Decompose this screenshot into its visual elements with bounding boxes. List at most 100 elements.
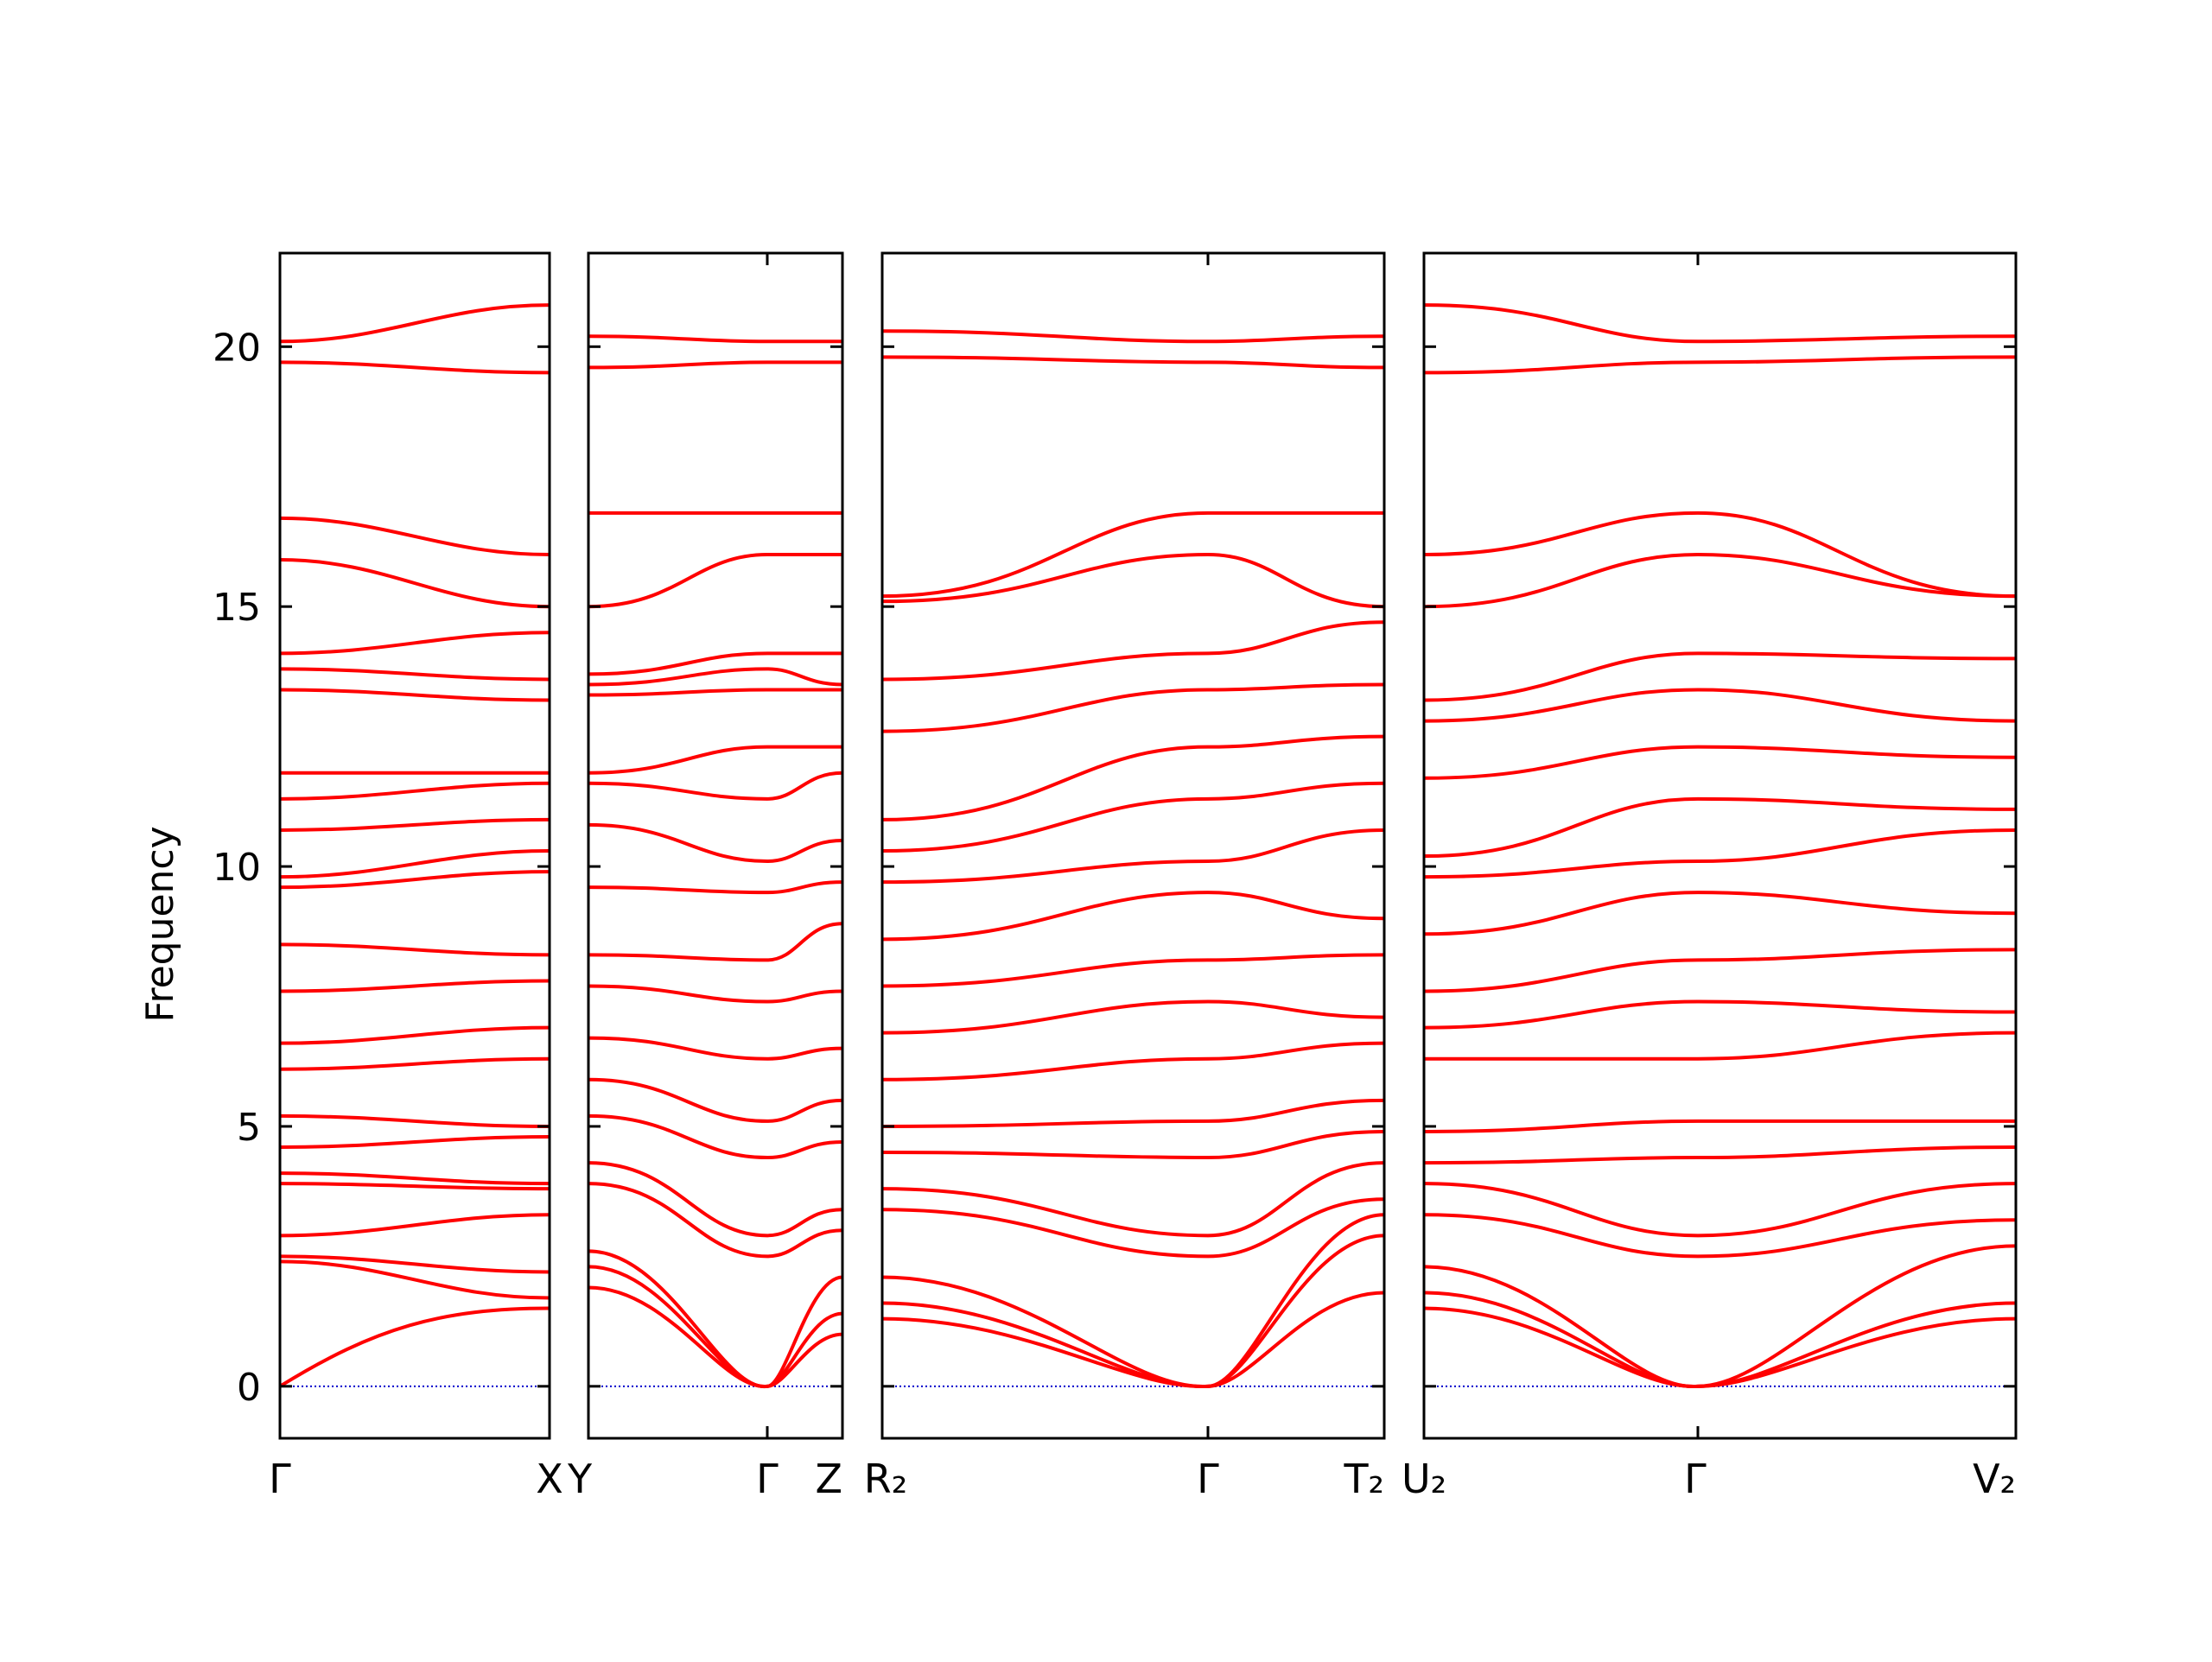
band-line [1424, 891, 2016, 936]
band-line [1424, 828, 2016, 879]
x-tick-label: R₂ [864, 1456, 907, 1502]
band-line [1424, 303, 2016, 344]
band-line [588, 745, 842, 775]
band-line [1424, 688, 2016, 723]
band-line [588, 1265, 842, 1388]
band-line [280, 1056, 550, 1071]
band-line [588, 1036, 842, 1061]
band-line [588, 1077, 842, 1123]
band-line [882, 553, 1384, 609]
band-line [1424, 745, 2016, 780]
band-line [280, 1254, 550, 1274]
band-line [280, 1306, 550, 1388]
band-line [882, 1161, 1384, 1238]
band-line [588, 1285, 842, 1388]
band-line [882, 1213, 1384, 1388]
bands-layer [280, 303, 2016, 1388]
band-line [588, 553, 842, 609]
band-line [280, 817, 550, 832]
y-tick-label: 10 [213, 846, 261, 890]
band-line [1424, 1213, 2016, 1259]
band-line [588, 822, 842, 864]
band-line [882, 1098, 1384, 1128]
band-line [882, 1129, 1384, 1160]
band-line [1424, 1145, 2016, 1165]
band-line [882, 953, 1384, 988]
y-axis-label: Frequency [138, 826, 182, 1022]
panel-1-bands [280, 303, 550, 1388]
band-line [1424, 651, 2016, 702]
band-line [1424, 355, 2016, 375]
band-line [588, 360, 842, 370]
x-tick-label: Y [567, 1456, 593, 1502]
band-line [588, 771, 842, 801]
band-line [588, 1161, 842, 1238]
band-line [588, 1249, 842, 1388]
band-line [280, 1171, 550, 1186]
band-line [588, 880, 842, 895]
band-line [882, 781, 1384, 853]
band-line [1424, 1244, 2016, 1388]
band-line [280, 1025, 550, 1045]
band-line [1424, 948, 2016, 993]
band-line [882, 355, 1384, 370]
band-line [882, 682, 1384, 733]
band-line [882, 734, 1384, 821]
band-line [882, 1234, 1384, 1388]
band-line [280, 360, 550, 375]
band-line [882, 828, 1384, 885]
band-line [1424, 1119, 2016, 1133]
band-line [1424, 1306, 2016, 1388]
band-line [280, 558, 550, 609]
x-tick-label: V₂ [1973, 1456, 2016, 1502]
panel-2-frame [587, 251, 844, 1440]
x-tick-label: T₂ [1343, 1456, 1384, 1502]
band-line [280, 516, 550, 557]
band-line [280, 781, 550, 801]
band-line [280, 303, 550, 344]
band-line [280, 1113, 550, 1128]
panel-4-bands [1424, 303, 2016, 1388]
band-line [882, 620, 1384, 682]
band-line [280, 1259, 550, 1300]
y-tick-label: 0 [237, 1366, 261, 1410]
band-line [1424, 796, 2016, 859]
band-line [588, 334, 842, 344]
band-line [882, 891, 1384, 942]
panel-1-frame [278, 251, 551, 1440]
band-line [588, 688, 842, 697]
band-line [882, 999, 1384, 1035]
band-line [1424, 511, 2016, 599]
y-tick-label: 15 [213, 586, 261, 630]
panel-3-frame [880, 251, 1386, 1440]
band-line [280, 667, 550, 682]
band-line [1424, 999, 2016, 1030]
band-line [280, 1182, 550, 1191]
y-tick-label: 20 [213, 326, 261, 370]
band-line [280, 1213, 550, 1238]
band-line [882, 511, 1384, 599]
band-line [280, 849, 550, 879]
x-tick-label: Γ [756, 1456, 779, 1502]
panel-3-bands [882, 329, 1384, 1388]
panel-4-frame [1422, 251, 2018, 1440]
band-line [280, 688, 550, 702]
x-tick-label: Γ [269, 1456, 291, 1502]
band-line [280, 942, 550, 957]
band-line [588, 984, 842, 1004]
band-line [588, 1113, 842, 1160]
x-tick-label: U₂ [1402, 1456, 1446, 1502]
band-line [882, 1041, 1384, 1082]
band-line [1424, 1291, 2016, 1388]
band-line [1424, 553, 2016, 609]
y-tick-label: 5 [237, 1106, 261, 1150]
band-line [882, 1197, 1384, 1259]
x-tick-label: X [536, 1456, 563, 1502]
band-line [588, 651, 842, 676]
band-line [588, 1182, 842, 1259]
band-line [588, 667, 842, 687]
x-tick-label: Γ [1197, 1456, 1219, 1502]
band-line [1424, 1182, 2016, 1238]
